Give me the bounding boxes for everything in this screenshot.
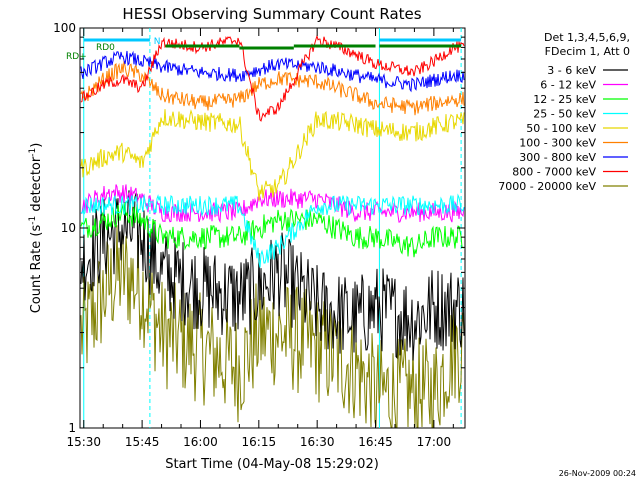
legend-header-2: FDecim 1, Att 0 <box>545 45 630 58</box>
y-axis-label: Count Rate (s-1 detector-1) <box>28 143 44 314</box>
y-tick-label: 10 <box>61 221 76 235</box>
series-line <box>80 109 465 201</box>
x-axis: 15:30 15:45 16:00 16:15 16:30 16:45 17:00 <box>66 28 454 449</box>
y-axis: 1 10 100 <box>53 21 465 435</box>
series-line <box>80 61 465 116</box>
x-tick-label: 16:15 <box>242 435 277 449</box>
series-line <box>80 50 465 93</box>
y-tick-label: 100 <box>53 21 76 35</box>
flag-label-rd0: RD0 <box>96 43 115 53</box>
series-layer <box>80 34 465 428</box>
legend: Det 1,3,4,5,6,9,FDecim 1, Att 0 3 - 6 keV… <box>498 31 630 193</box>
series-line <box>80 34 465 122</box>
legend-entry-label: 100 - 300 keV <box>519 137 596 150</box>
legend-entry-label: 6 - 12 keV <box>540 79 596 92</box>
legend-entry-label: 25 - 50 keV <box>533 108 596 121</box>
legend-entry-label: 3 - 6 keV <box>547 64 596 77</box>
x-tick-label: 16:00 <box>183 435 218 449</box>
series-line <box>80 190 465 361</box>
series-line <box>80 225 465 428</box>
x-tick-label: 15:45 <box>125 435 160 449</box>
legend-entry-label: 12 - 25 keV <box>533 93 596 106</box>
series-line <box>80 202 465 258</box>
x-tick-label: 15:30 <box>66 435 101 449</box>
x-tick-label: 16:30 <box>300 435 335 449</box>
flags-layer: RD0 RD+ N <box>66 37 462 62</box>
flag-label-n: N <box>154 37 161 47</box>
footer-date: 26-Nov-2009 00:24 <box>559 469 636 478</box>
legend-entry-label: 7000 - 20000 keV <box>498 180 596 193</box>
x-tick-label: 17:00 <box>417 435 452 449</box>
legend-entry-label: 800 - 7000 keV <box>512 166 596 179</box>
legend-entry-label: 300 - 800 keV <box>519 151 596 164</box>
chart-title: HESSI Observing Summary Count Rates <box>122 5 421 23</box>
legend-header-1: Det 1,3,4,5,6,9, <box>544 31 630 44</box>
legend-entry-label: 50 - 100 keV <box>526 122 596 135</box>
series-line <box>80 193 465 268</box>
x-tick-label: 16:45 <box>358 435 393 449</box>
flag-label-rdplus: RD+ <box>66 52 87 62</box>
x-axis-label: Start Time (04-May-08 15:29:02) <box>165 457 379 472</box>
y-tick-label: 1 <box>68 421 76 435</box>
